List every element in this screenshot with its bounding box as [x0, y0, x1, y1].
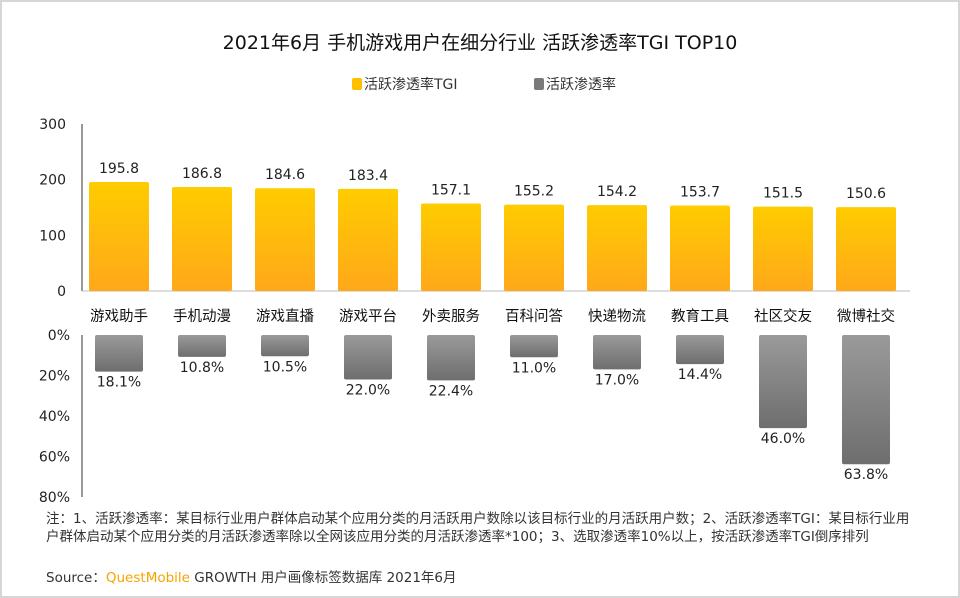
tgi-bar [587, 205, 647, 291]
legend-label-rate: 活跃渗透率 [546, 77, 616, 93]
tgi-data-label: 154.2 [597, 184, 637, 200]
tgi-data-label: 151.5 [763, 186, 803, 202]
chart-title: 2021年6月 手机游戏用户在细分行业 活跃渗透率TGI TOP10 [222, 32, 738, 54]
tgi-data-label: 184.6 [265, 167, 305, 183]
legend-item-rate: 活跃渗透率 [534, 74, 616, 94]
tgi-data-label: 155.2 [514, 184, 554, 200]
tgi-bar [172, 187, 232, 291]
rate-bar [427, 335, 475, 381]
category-label: 手机动漫 [173, 308, 231, 325]
rate-data-label: 46.0% [761, 431, 805, 447]
rate-data-label: 22.0% [346, 383, 390, 399]
category-label: 游戏助手 [90, 308, 148, 325]
legend-label-tgi: 活跃渗透率TGI [364, 77, 458, 93]
category-label: 微博社交 [837, 307, 895, 325]
tgi-data-label: 153.7 [680, 184, 720, 200]
rate-data-label: 63.8% [844, 467, 888, 483]
top-y-tick-label: 200 [39, 173, 66, 189]
rate-bar [261, 335, 309, 357]
bottom-y-tick-label: 60% [39, 450, 70, 466]
tgi-data-label: 186.8 [182, 166, 222, 182]
category-label: 游戏平台 [339, 308, 397, 325]
source-rest: GROWTH 用户画像标签数据库 2021年6月 [189, 570, 457, 586]
rate-bar [510, 335, 558, 358]
rate-bar [95, 335, 143, 372]
tgi-bar [504, 204, 564, 291]
source-prefix: Source： [46, 570, 106, 586]
rate-data-label: 18.1% [97, 375, 141, 391]
footnote: 注：1、活跃渗透率：某目标行业用户群体启动某个应用分类的月活跃用户数除以该目标行… [46, 511, 910, 545]
rate-data-label: 10.5% [263, 359, 307, 375]
legend-item-tgi: 活跃渗透率TGI [352, 74, 458, 94]
rate-data-label: 22.4% [429, 383, 473, 399]
rate-bar [676, 335, 724, 365]
bottom-y-tick-label: 20% [39, 369, 70, 385]
category-label: 外卖服务 [422, 308, 480, 325]
tgi-bar [836, 207, 896, 291]
tgi-data-label: 150.6 [846, 186, 886, 202]
category-label: 社区交友 [754, 307, 812, 325]
bottom-y-tick-label: 40% [39, 409, 70, 425]
tgi-data-label: 195.8 [99, 161, 139, 177]
top-y-tick-label: 300 [39, 117, 66, 133]
category-label: 快递物流 [588, 308, 646, 325]
rate-bar [178, 335, 226, 357]
source-brand: QuestMobile [105, 570, 190, 586]
tgi-bar [255, 188, 315, 291]
rate-data-label: 17.0% [595, 372, 639, 388]
tgi-bar [670, 205, 730, 291]
category-label: 教育工具 [671, 308, 729, 325]
rate-data-label: 10.8% [180, 360, 224, 376]
rate-bar [842, 335, 890, 465]
tgi-data-label: 157.1 [431, 183, 471, 199]
rate-bar [344, 335, 392, 380]
rate-bar [593, 335, 641, 370]
bottom-y-tick-label: 80% [39, 490, 70, 506]
top-y-tick-label: 0 [57, 284, 66, 300]
rate-bar [759, 335, 807, 429]
legend-swatch-rate [534, 78, 544, 90]
tgi-bar [753, 206, 813, 291]
legend-swatch-tgi [352, 78, 362, 90]
tgi-bar [89, 182, 149, 291]
top-y-tick-label: 100 [39, 228, 66, 244]
category-label: 游戏直播 [256, 308, 314, 325]
tgi-data-label: 183.4 [348, 168, 388, 184]
bottom-y-tick-label: 0% [48, 328, 70, 344]
tgi-bar [338, 188, 398, 291]
source-line: Source：QuestMobile GROWTH 用户画像标签数据库 2021… [46, 566, 457, 586]
rate-data-label: 11.0% [512, 360, 556, 376]
tgi-bar [421, 203, 481, 291]
rate-data-label: 14.4% [678, 367, 722, 383]
category-label: 百科问答 [505, 308, 563, 325]
